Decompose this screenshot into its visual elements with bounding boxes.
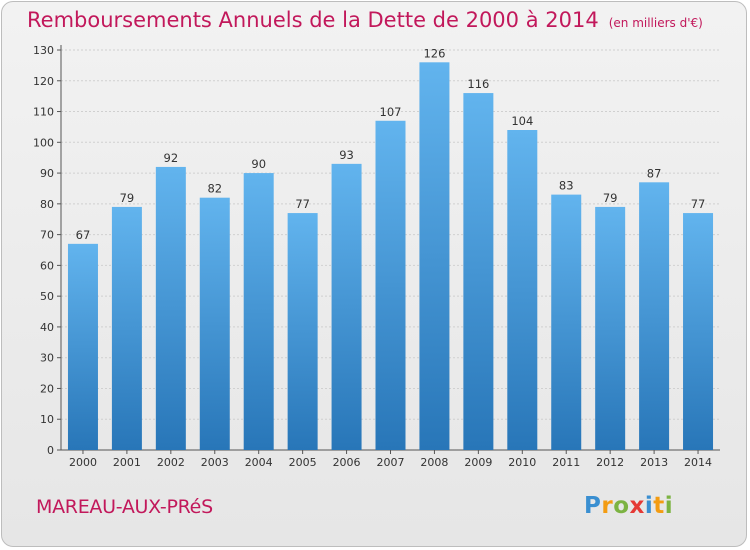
bar — [463, 93, 494, 451]
bar — [375, 120, 406, 451]
x-tick-label: 2000 — [69, 456, 97, 469]
y-tick-label: 90 — [40, 167, 54, 180]
x-tick-label: 2012 — [596, 456, 624, 469]
bars — [67, 62, 714, 451]
x-tick-label: 2004 — [245, 456, 273, 469]
town-name: MAREAU-AUX-PRéS — [36, 496, 213, 518]
x-tick-label: 2010 — [508, 456, 536, 469]
y-tick-label: 60 — [40, 259, 54, 272]
bar — [199, 197, 230, 450]
chart-title-text: Remboursements Annuels de la Dette de 20… — [27, 8, 599, 32]
logo-letter: i — [664, 493, 674, 519]
logo-letter: P — [584, 493, 602, 519]
x-tick-label: 2006 — [333, 456, 361, 469]
value-label: 104 — [511, 114, 533, 128]
bar — [683, 213, 714, 450]
chart-title: Remboursements Annuels de la Dette de 20… — [27, 8, 703, 32]
value-label: 67 — [76, 228, 91, 242]
bar — [419, 62, 450, 451]
x-tick-labels: 2000 2001 2002 2003 2004 2005 2006 2007 2008 2009… — [69, 450, 712, 469]
bar — [155, 166, 186, 450]
bar — [551, 194, 582, 450]
value-label: 116 — [467, 77, 489, 91]
logo-letter: r — [601, 493, 614, 519]
bar — [67, 243, 98, 450]
x-tick-label: 2009 — [464, 456, 492, 469]
y-tick-label: 10 — [40, 413, 54, 426]
y-tick-label: 20 — [40, 382, 54, 395]
logo-letter: t — [653, 493, 665, 519]
y-tick-label: 30 — [40, 352, 54, 365]
bar — [331, 163, 362, 450]
logo-letter: x — [629, 493, 645, 519]
chart-unit: (en milliers d'€) — [608, 16, 703, 30]
x-tick-label: 2001 — [113, 456, 141, 469]
x-tick-label: 2008 — [420, 456, 448, 469]
bar — [243, 173, 274, 451]
value-label: 90 — [251, 157, 266, 171]
y-tick-label: 40 — [40, 321, 54, 334]
value-label: 83 — [559, 179, 574, 193]
value-label: 93 — [339, 148, 354, 162]
x-tick-label: 2013 — [640, 456, 668, 469]
value-label: 92 — [164, 151, 179, 165]
value-labels: 67 79 92 82 90 77 93 107 126 116 104 83 79 87 77 — [76, 46, 706, 242]
y-tick-label: 110 — [33, 106, 54, 119]
y-tick-label: 100 — [33, 136, 54, 149]
value-label: 126 — [423, 46, 445, 60]
x-tick-label: 2005 — [289, 456, 317, 469]
y-tick-label: 120 — [33, 75, 54, 88]
value-label: 82 — [207, 182, 222, 196]
logo-letter: o — [613, 493, 630, 519]
y-tick-label: 80 — [40, 198, 54, 211]
value-label: 77 — [691, 197, 706, 211]
y-tick-labels: 0 10 20 30 40 50 60 70 80 90 100 110 120 130 — [33, 44, 61, 457]
x-tick-label: 2003 — [201, 456, 229, 469]
value-label: 87 — [647, 166, 662, 180]
y-tick-label: 70 — [40, 229, 54, 242]
bar — [595, 206, 626, 450]
value-label: 79 — [120, 191, 135, 205]
value-label: 77 — [295, 197, 310, 211]
logo-letter: i — [644, 493, 654, 519]
x-tick-label: 2007 — [377, 456, 405, 469]
value-label: 79 — [603, 191, 618, 205]
bar — [507, 130, 538, 450]
x-tick-label: 2002 — [157, 456, 185, 469]
x-tick-label: 2011 — [552, 456, 580, 469]
value-label: 107 — [380, 105, 402, 119]
bar — [639, 182, 670, 451]
y-tick-label: 0 — [47, 444, 54, 457]
bar — [111, 206, 142, 450]
x-tick-label: 2014 — [684, 456, 712, 469]
y-tick-label: 130 — [33, 44, 54, 57]
bar — [287, 213, 318, 450]
proxiti-logo: Proxiti — [584, 493, 673, 519]
y-tick-label: 50 — [40, 290, 54, 303]
